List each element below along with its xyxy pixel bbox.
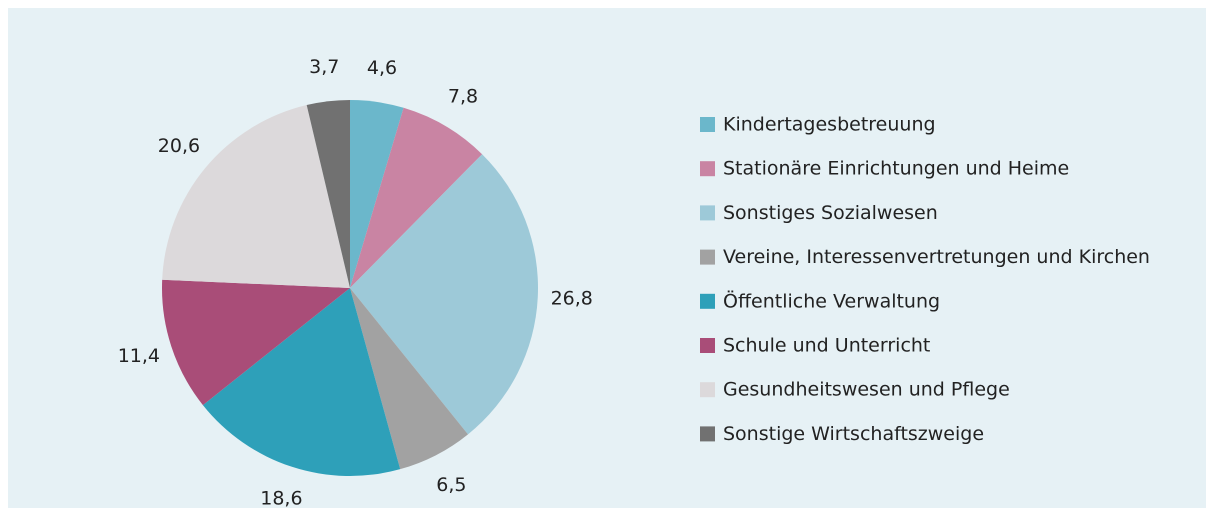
legend-label: Kindertagesbetreuung: [723, 114, 936, 136]
legend-swatch: [700, 117, 715, 132]
legend-swatch: [700, 161, 715, 177]
legend-swatch: [700, 293, 715, 309]
data-label: 7,8: [448, 85, 478, 107]
legend-label: Stationäre Einrichtungen und Heime: [723, 158, 1069, 180]
pie-slice: [162, 105, 350, 288]
data-label: 18,6: [260, 488, 302, 510]
legend-label: Vereine, Interessenvertretungen und Kirc…: [723, 246, 1150, 268]
data-label: 20,6: [158, 135, 200, 157]
legend-label: Gesundheitswesen und Pflege: [723, 379, 1010, 401]
legend-swatch: [700, 382, 715, 398]
data-label: 6,5: [436, 474, 466, 496]
legend-label: Schule und Unterricht: [723, 335, 930, 357]
pie-slice: [350, 288, 469, 470]
pie-slice: [350, 107, 483, 288]
legend-label: Öffentliche Verwaltung: [723, 289, 940, 312]
data-label: 4,6: [367, 57, 397, 79]
legend-swatch: [700, 338, 715, 353]
data-label: 26,8: [551, 288, 593, 310]
legend-swatch: [700, 205, 715, 221]
legend-swatch: [700, 426, 715, 442]
pie-slice: [306, 100, 350, 288]
pie-slice: [350, 100, 404, 288]
pie-slice: [162, 279, 350, 406]
legend-swatch: [700, 249, 715, 265]
pie-slice: [202, 288, 401, 477]
pie-slice: [350, 154, 538, 435]
legend-label: Sonstiges Sozialwesen: [723, 202, 938, 224]
data-label: 3,7: [309, 56, 339, 78]
legend-label: Sonstige Wirtschaftszweige: [723, 423, 984, 445]
data-label: 11,4: [118, 345, 160, 367]
